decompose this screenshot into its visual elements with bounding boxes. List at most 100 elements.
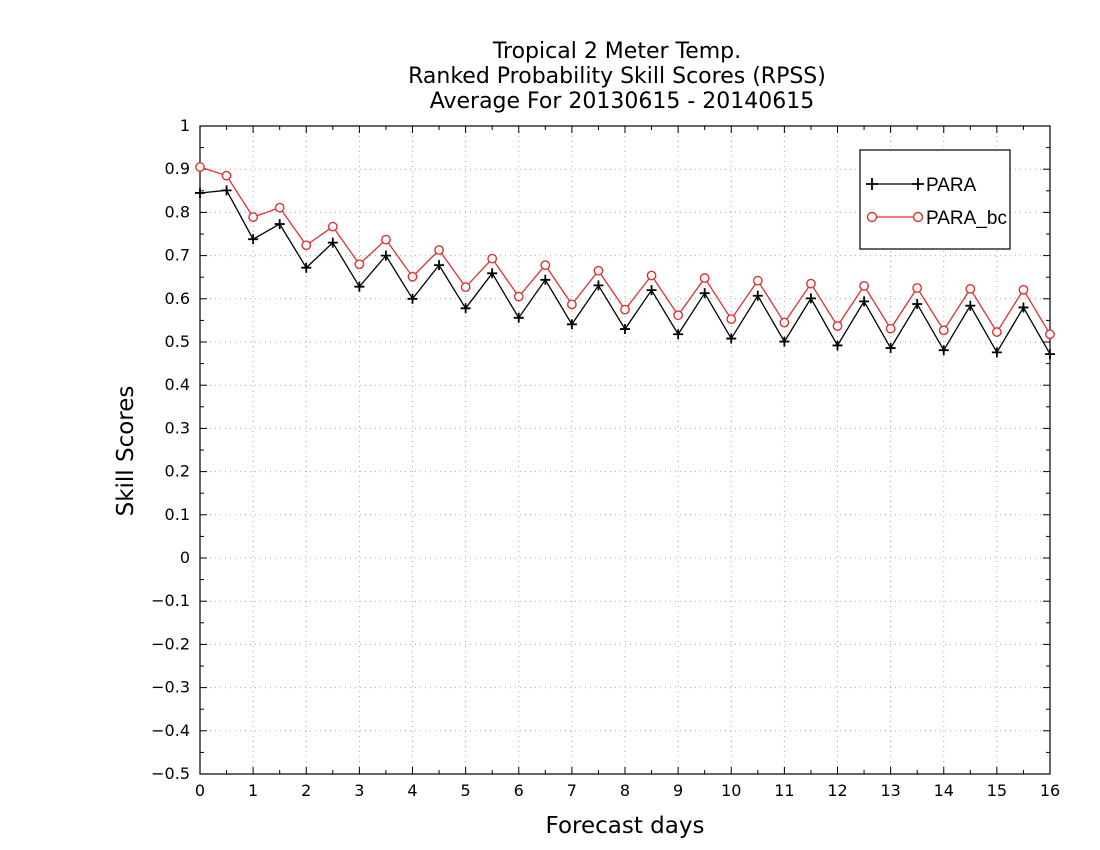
legend-marker-para <box>866 178 924 190</box>
data-point-para-bc <box>673 310 684 321</box>
data-point-para-bc <box>699 273 710 283</box>
data-point-para-bc <box>965 283 976 294</box>
data-point-para <box>195 187 205 198</box>
data-point-para <box>460 303 471 314</box>
x-tick-label: 6 <box>514 781 524 800</box>
x-tick-label: 14 <box>934 781 954 800</box>
y-tick-label: 0.4 <box>165 375 190 394</box>
y-tick-label: 0.5 <box>165 332 190 351</box>
y-tick-label: −0.4 <box>151 721 190 740</box>
y-tick-label: 0.8 <box>165 202 190 221</box>
x-axis-label: Forecast days <box>546 813 705 839</box>
data-point-para-bc <box>487 253 498 264</box>
data-point-para <box>859 296 870 307</box>
data-point-para <box>540 274 551 285</box>
series-layer <box>195 162 1055 360</box>
data-point-para <box>327 237 338 248</box>
y-tick-label: −0.2 <box>151 634 190 653</box>
data-point-para-bc <box>646 270 657 281</box>
data-point-para <box>301 262 312 273</box>
data-point-para-bc <box>912 283 923 293</box>
legend-marker-para-bc-2 <box>912 211 924 223</box>
x-tick-label: 8 <box>620 781 630 800</box>
data-point-para <box>965 300 976 311</box>
x-tick-label: 7 <box>567 781 577 800</box>
data-point-para-bc <box>1045 329 1055 340</box>
data-point-para-bc <box>806 278 816 289</box>
title-line-3: Average For 20130615 - 20140615 <box>430 89 815 114</box>
data-point-para <box>805 293 816 304</box>
data-point-para <box>938 345 949 356</box>
x-tick-label: 3 <box>354 781 364 800</box>
y-tick-label: 0.9 <box>165 159 190 178</box>
data-point-para-bc <box>354 259 365 270</box>
data-point-para <box>434 260 445 271</box>
data-point-para <box>221 185 232 196</box>
y-axis: 1 0.9 0.8 0.7 0.6 0.5 0.4 0.3 0.2 0.1 0 −0.1 −0.2 −0.… <box>151 116 1050 783</box>
y-tick-label: −0.1 <box>151 591 190 610</box>
data-point-para-bc <box>885 323 896 334</box>
y-tick-label: 1 <box>180 116 190 135</box>
data-point-para <box>407 293 418 304</box>
data-point-para-bc <box>859 280 869 291</box>
data-point-para-bc <box>327 221 338 232</box>
grid <box>200 126 1050 774</box>
data-point-para-bc <box>938 325 949 336</box>
legend-box <box>859 149 1011 250</box>
data-point-para <box>646 285 657 296</box>
legend: PARA PARA_bc <box>859 149 1011 250</box>
data-point-para-bc <box>620 304 630 315</box>
data-point-para <box>832 340 843 351</box>
y-tick-label: 0.6 <box>165 289 190 308</box>
data-point-para-bc <box>460 282 471 293</box>
data-point-para <box>752 290 763 301</box>
x-tick-label: 0 <box>195 781 205 800</box>
data-point-para-bc <box>832 321 843 331</box>
data-point-para-bc <box>593 265 604 276</box>
y-tick-label: 0 <box>180 548 190 567</box>
data-point-para <box>620 324 630 335</box>
x-tick-label: 1 <box>248 781 258 800</box>
y-tick-label: 0.1 <box>165 505 190 524</box>
data-point-para <box>699 288 710 299</box>
data-point-para <box>593 280 604 291</box>
data-point-para <box>513 312 524 323</box>
y-axis-label: Skill Scores <box>113 386 139 517</box>
data-point-para-bc <box>434 245 444 255</box>
x-tick-label: 4 <box>407 781 417 800</box>
data-point-para-bc <box>540 260 551 271</box>
data-point-para <box>885 343 896 354</box>
data-point-para <box>726 333 737 344</box>
x-tick-label: 12 <box>827 781 847 800</box>
chart-title: Tropical 2 Meter Temp. Ranked Probabilit… <box>408 39 826 114</box>
data-point-para-bc <box>274 202 285 213</box>
data-point-para-bc <box>221 170 232 181</box>
x-axis: 0 1 2 3 4 5 6 7 8 9 10 11 12 13 14 15 16 <box>195 126 1060 800</box>
data-point-para-bc <box>991 327 1002 337</box>
data-point-para-bc <box>513 291 524 302</box>
data-point-para-bc <box>301 240 312 251</box>
legend-label-para: PARA <box>926 175 977 196</box>
data-point-para-bc <box>752 275 763 286</box>
data-point-para <box>912 298 923 309</box>
legend-marker-para-bc-1 <box>866 211 878 223</box>
data-point-para <box>779 336 790 347</box>
title-line-2: Ranked Probability Skill Scores (RPSS) <box>408 64 826 89</box>
y-tick-label: 0.2 <box>165 462 190 481</box>
data-point-para-bc <box>407 271 418 282</box>
data-point-para-bc <box>779 317 790 328</box>
x-tick-label: 13 <box>880 781 900 800</box>
data-point-para <box>248 234 259 245</box>
x-tick-label: 5 <box>461 781 471 800</box>
data-point-para <box>1018 302 1029 313</box>
data-point-para <box>1045 349 1055 360</box>
y-tick-label: 0.7 <box>165 246 190 265</box>
x-tick-label: 16 <box>1040 781 1060 800</box>
data-point-para <box>673 329 684 340</box>
legend-label-para-bc: PARA_bc <box>926 208 1007 229</box>
data-point-para <box>566 319 577 330</box>
x-tick-label: 2 <box>301 781 311 800</box>
data-point-para-bc <box>381 234 391 245</box>
data-point-para-bc <box>248 212 259 223</box>
